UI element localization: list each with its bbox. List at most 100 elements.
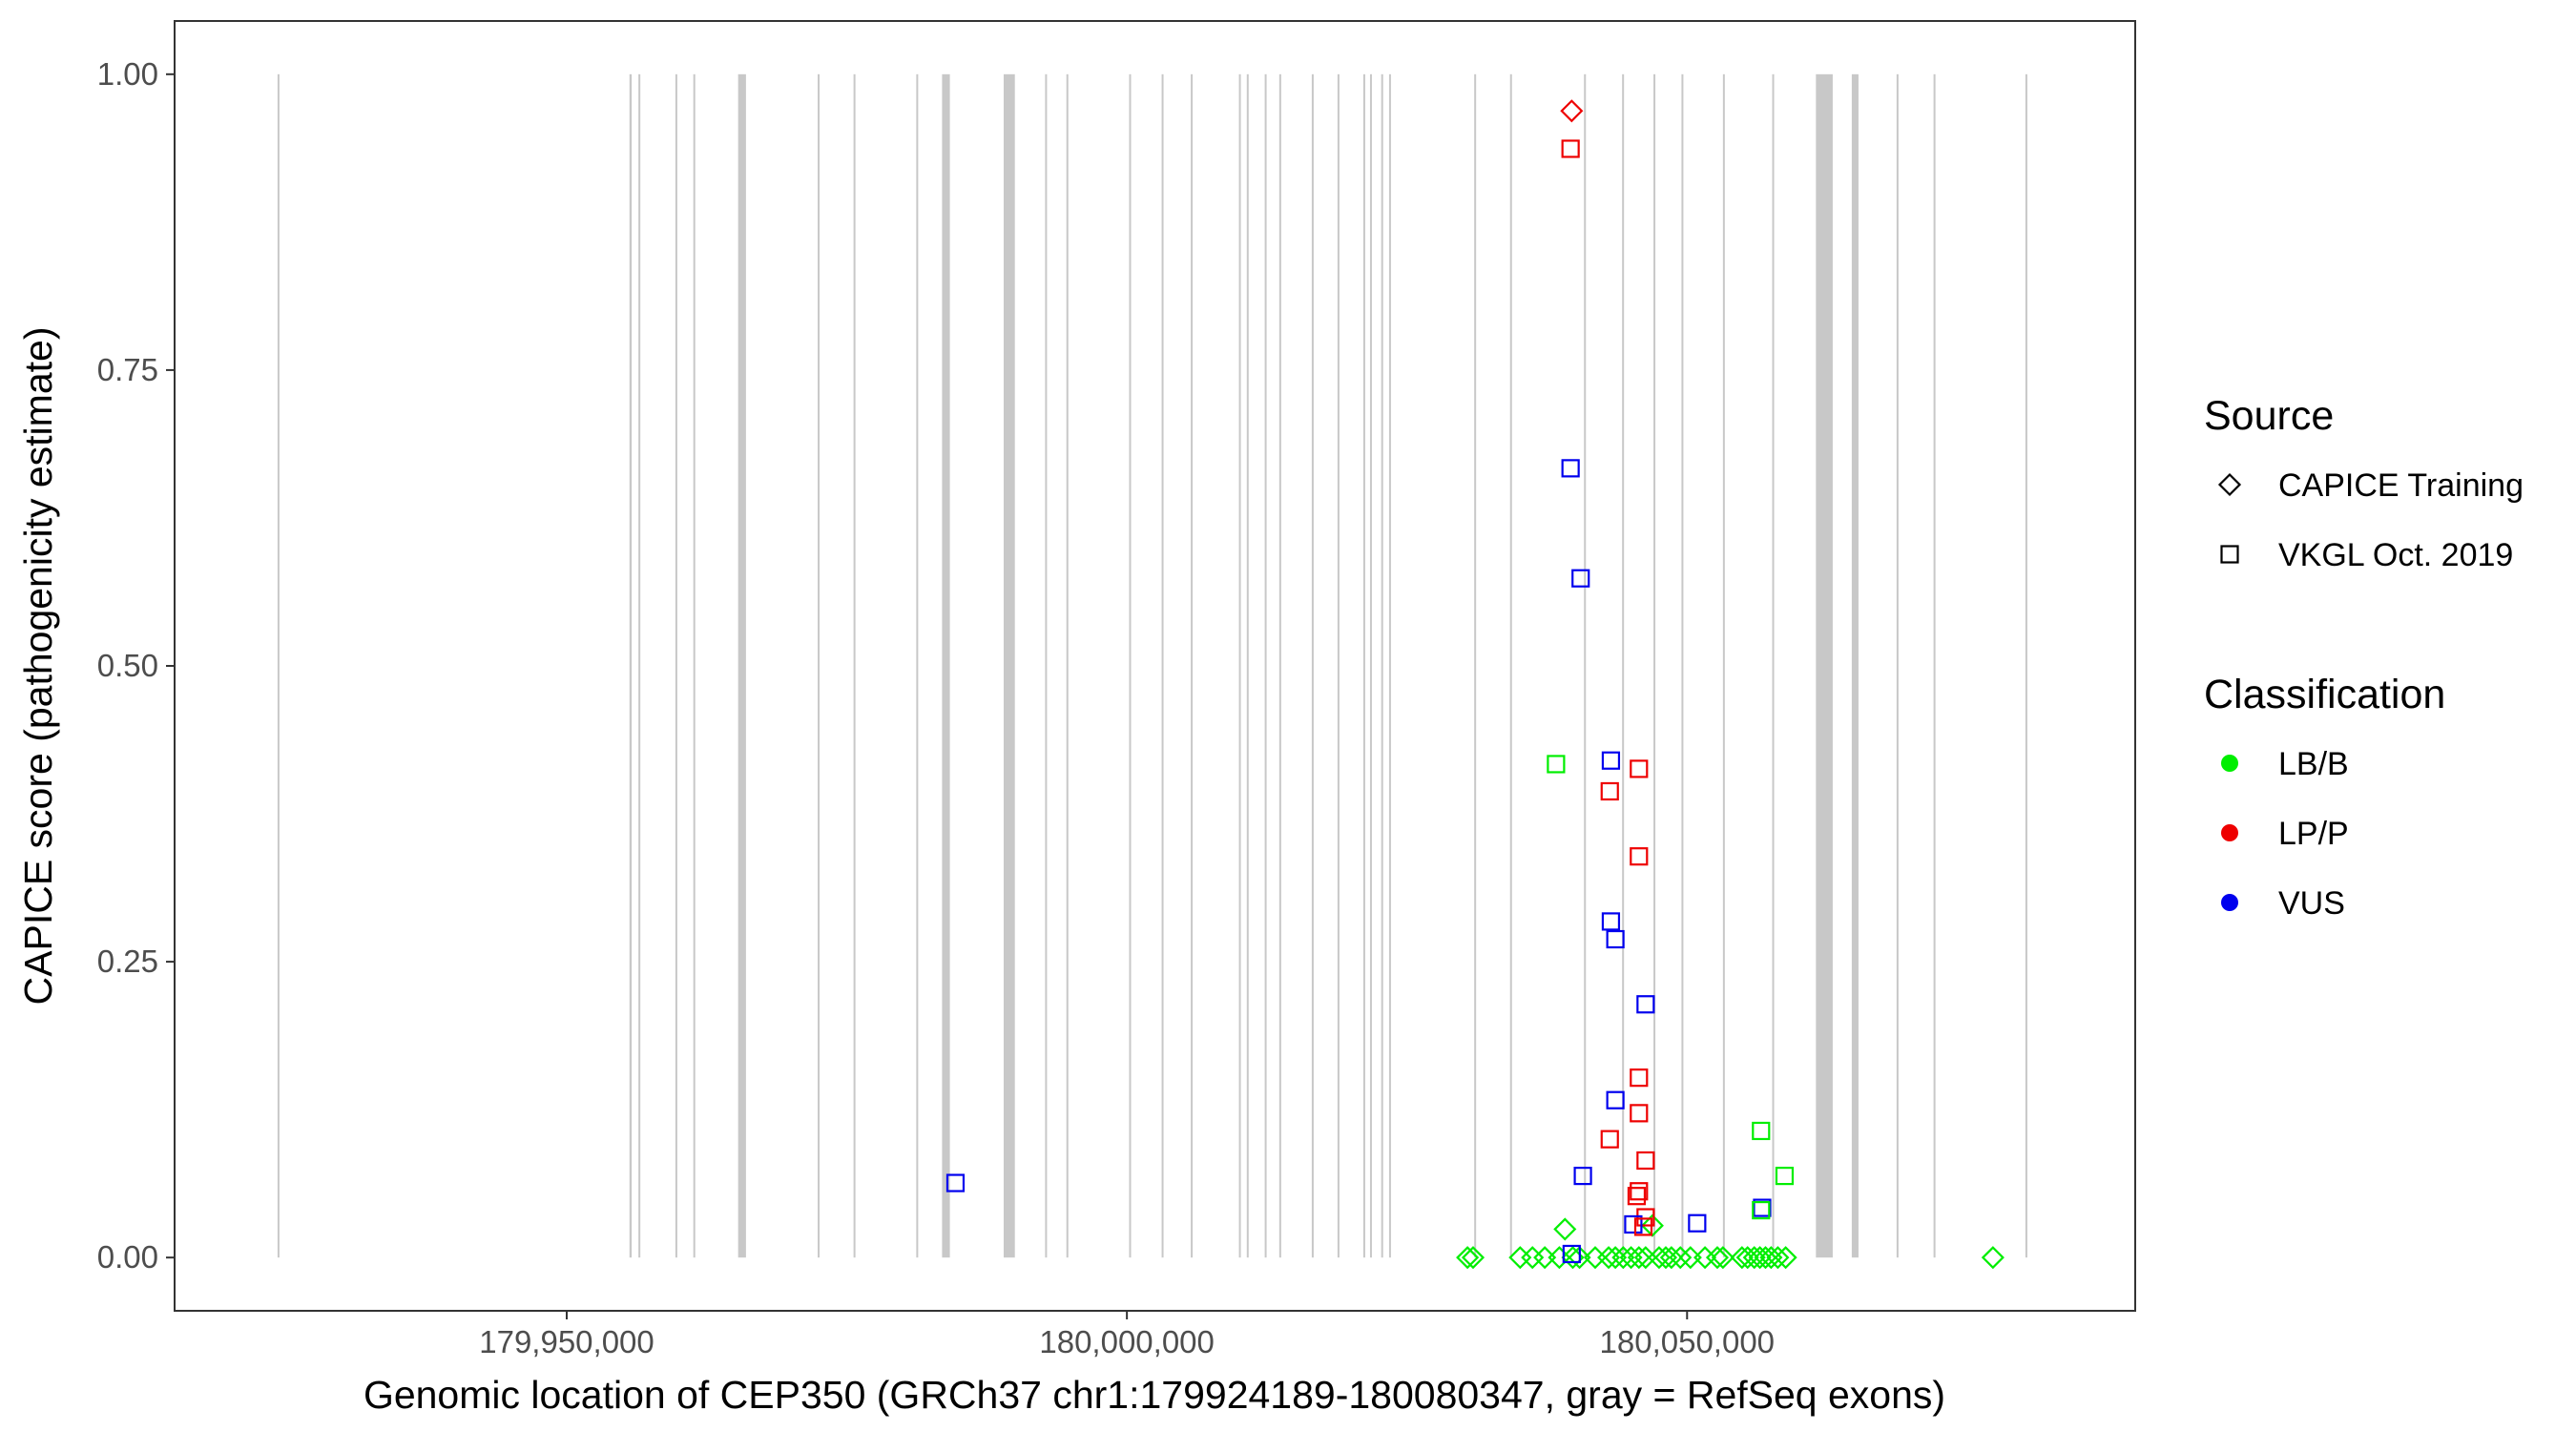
exon-band	[942, 73, 950, 1258]
diamond-point-lb-b	[1627, 1246, 1651, 1270]
diamond-point-lb-b	[1604, 1246, 1628, 1270]
exon-band	[1772, 73, 1775, 1258]
square-point-lp-p	[1627, 1187, 1647, 1206]
exon-band	[1681, 73, 1684, 1258]
square-point-vus	[1636, 995, 1655, 1014]
y-tick-label: 0.50	[97, 648, 158, 683]
exon-band	[1816, 73, 1833, 1258]
exon-band	[1045, 73, 1048, 1258]
exon-band	[1238, 73, 1241, 1258]
diamond-point-lb-b	[1568, 1246, 1591, 1270]
exon-band	[1191, 73, 1194, 1258]
legend-classification-label: LP/P	[2278, 816, 2349, 852]
exon-band	[1622, 73, 1625, 1258]
legend-title-source: Source	[2204, 393, 2334, 439]
x-tick-label: 180,050,000	[1600, 1324, 1776, 1359]
exon-band	[1381, 73, 1383, 1258]
diamond-point-lb-b	[1705, 1246, 1730, 1270]
exon-band	[638, 73, 641, 1258]
diamond-point-lb-b	[1981, 1246, 2005, 1270]
square-point-lp-p	[1630, 1104, 1649, 1123]
square-point-vus	[1601, 751, 1621, 770]
exon-band	[1933, 73, 1936, 1258]
exon-band	[1311, 73, 1314, 1258]
square-point-vus	[945, 1173, 966, 1192]
exon-band	[1509, 73, 1512, 1258]
legend-title-classification: Classification	[2204, 672, 2445, 717]
exon-band	[1362, 73, 1365, 1258]
x-axis-title: Genomic location of CEP350 (GRCh37 chr1:…	[364, 1373, 1945, 1417]
legend-classification-label: VUS	[2278, 885, 2345, 922]
y-tick-label: 0.25	[97, 944, 158, 979]
square-point-lb-b	[1775, 1166, 1795, 1186]
diamond-point-lb-b	[1553, 1217, 1577, 1241]
exon-band	[1474, 73, 1477, 1258]
exon-band	[693, 73, 696, 1258]
exon-band	[277, 73, 280, 1258]
square-point-vus	[1688, 1213, 1707, 1233]
exon-band	[853, 73, 856, 1258]
legend-color-key	[2221, 824, 2238, 841]
legend: Source CAPICE Training VKGL Oct. 2019 Cla…	[2204, 393, 2524, 922]
exon-band	[1278, 73, 1281, 1258]
square-point-lp-p	[1630, 759, 1649, 778]
square-point-lp-p	[1630, 1182, 1649, 1201]
exon-band	[1161, 73, 1164, 1258]
y-axis-title: CAPICE score (pathogenicity estimate)	[16, 327, 60, 1006]
exon-band	[1584, 73, 1587, 1258]
exon-band	[1246, 73, 1249, 1258]
square-point-lp-p	[1600, 781, 1619, 801]
square-point-lp-p	[1630, 847, 1649, 866]
square-point-vus	[1561, 459, 1580, 478]
square-point-vus	[1571, 569, 1590, 588]
square-point-vus	[1601, 912, 1621, 931]
diamond-point-lb-b	[1669, 1246, 1693, 1270]
diamond-point-lb-b	[1659, 1246, 1683, 1270]
exon-band	[1722, 73, 1725, 1258]
square-point-vus	[1606, 929, 1625, 949]
exon-band	[737, 73, 746, 1258]
point-layer	[945, 99, 2005, 1270]
legend-square-key	[2220, 545, 2239, 564]
exon-band	[629, 73, 633, 1258]
exon-band	[818, 73, 821, 1258]
exon-layer	[277, 73, 2027, 1258]
diamond-point-lb-b	[1774, 1246, 1797, 1270]
legend-classification-items: LB/B LP/P VUS	[2221, 746, 2349, 922]
y-axis: 0.00 0.25 0.50 0.75 1.00	[97, 56, 175, 1275]
diamond-point-lb-b	[1742, 1246, 1766, 1270]
y-tick-label: 1.00	[97, 56, 158, 92]
diamond-point-lb-b	[1456, 1246, 1480, 1270]
exon-band	[1851, 73, 1859, 1258]
diamond-point-lb-b	[1766, 1246, 1790, 1270]
legend-source-items: CAPICE Training VKGL Oct. 2019	[2217, 467, 2524, 573]
diamond-point-lb-b	[1611, 1246, 1635, 1270]
legend-source-label: CAPICE Training	[2278, 467, 2524, 504]
diamond-point-lb-b	[1711, 1246, 1735, 1270]
exon-band	[1369, 73, 1372, 1258]
x-tick-label: 180,000,000	[1039, 1324, 1215, 1359]
square-point-vus	[1573, 1166, 1592, 1186]
exon-band	[2025, 73, 2027, 1258]
x-tick-label: 179,950,000	[479, 1324, 654, 1359]
legend-diamond-key	[2217, 472, 2242, 497]
legend-source-label: VKGL Oct. 2019	[2278, 537, 2513, 573]
square-point-vus	[1624, 1214, 1643, 1234]
square-point-lp-p	[1633, 1217, 1653, 1236]
square-point-lp-p	[1600, 1130, 1619, 1149]
exon-band	[1066, 73, 1069, 1258]
exon-band	[1264, 73, 1267, 1258]
exon-band	[1388, 73, 1391, 1258]
y-tick-label: 0.75	[97, 352, 158, 387]
exon-band	[1653, 73, 1656, 1258]
exon-band	[1896, 73, 1899, 1258]
square-point-lp-p	[1636, 1151, 1655, 1171]
legend-color-key	[2221, 894, 2238, 911]
square-point-lb-b	[1547, 755, 1566, 774]
diamond-point-lb-b	[1748, 1246, 1772, 1270]
legend-classification-label: LB/B	[2278, 746, 2349, 782]
x-axis: 179,950,000 180,000,000 180,050,000	[479, 1311, 1775, 1359]
diamond-point-lp-p	[1560, 99, 1584, 123]
